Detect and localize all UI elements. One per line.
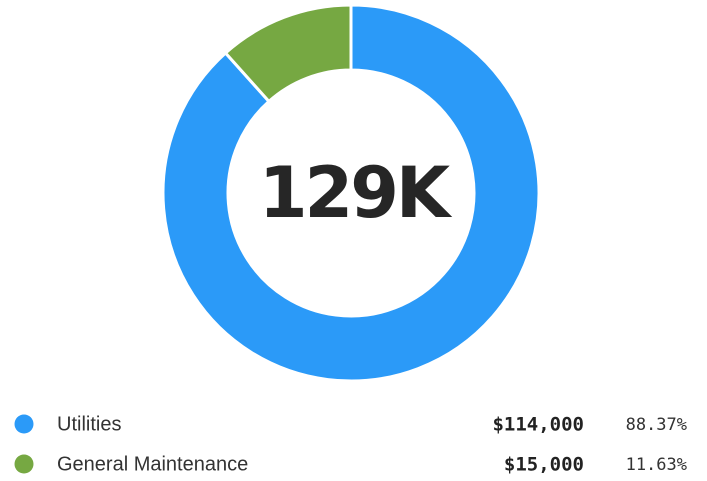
percent-label: 88.37% bbox=[626, 415, 687, 435]
center-label: 129K bbox=[259, 152, 453, 234]
legend-label: General Maintenance bbox=[57, 453, 248, 475]
percent-label: 11.63% bbox=[626, 455, 687, 475]
value-label: $114,000 bbox=[492, 414, 584, 436]
legend-dot bbox=[14, 454, 34, 474]
donut-slice bbox=[223, 3, 353, 104]
donut-slice bbox=[161, 3, 541, 383]
legend-label: Utilities bbox=[57, 413, 121, 435]
legend-dot bbox=[14, 414, 34, 434]
value-label: $15,000 bbox=[504, 454, 584, 476]
